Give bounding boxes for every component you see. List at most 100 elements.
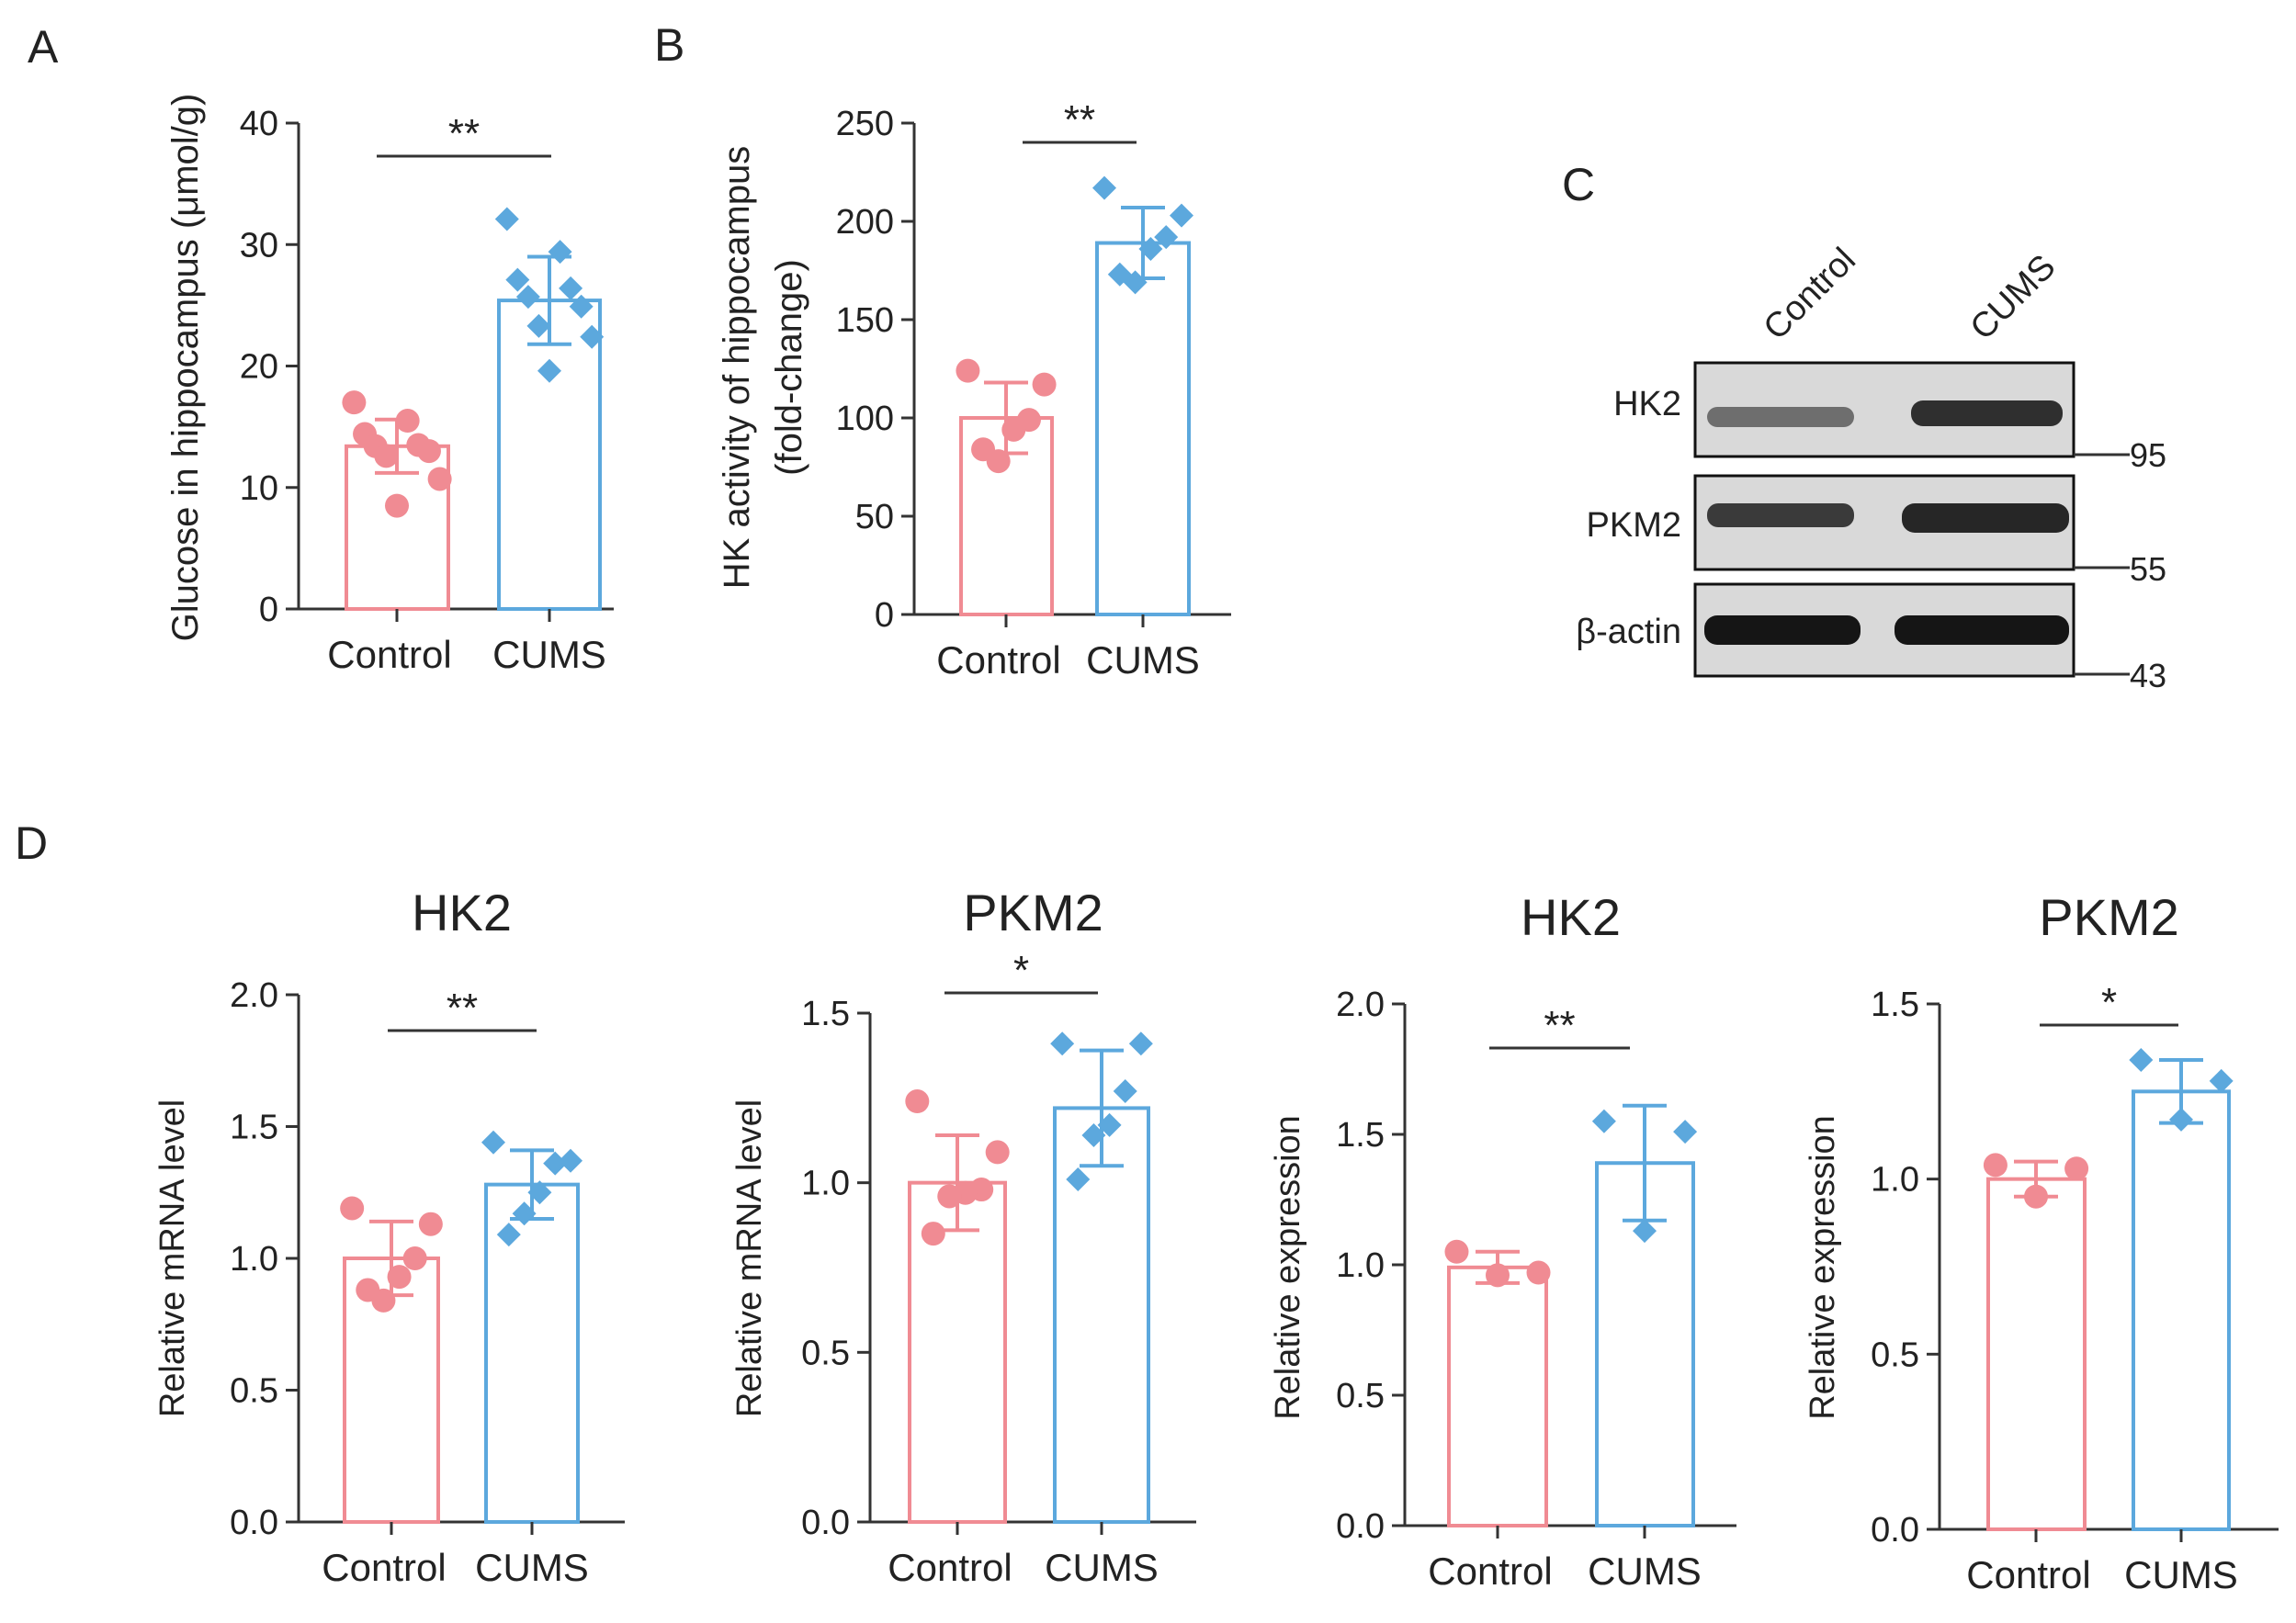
y-tick-label: 0.5 xyxy=(801,1334,850,1372)
data-point-cums xyxy=(1081,1122,1106,1147)
x-tick-label: Control xyxy=(322,1546,446,1589)
data-point-control xyxy=(1526,1260,1551,1285)
data-point-control xyxy=(385,493,409,518)
significance-marker: * xyxy=(2101,980,2117,1025)
y-axis-label: HK activity of hippocampus xyxy=(717,146,757,589)
data-point-cums xyxy=(559,276,583,300)
x-tick-label: CUMS xyxy=(1588,1550,1702,1593)
data-point-cums xyxy=(1113,1078,1137,1103)
data-point-cums xyxy=(2129,1048,2154,1073)
blot-band-cums xyxy=(1911,400,2063,426)
data-point-control xyxy=(2064,1156,2089,1181)
data-point-control xyxy=(985,1140,1010,1165)
bar-cums xyxy=(497,299,602,611)
data-point-control xyxy=(418,1212,443,1236)
chart-panel-d-hk2-mrna: HK2 Relative mRNA level 0.0 0.5 1.0 1.5 2.0 Con… xyxy=(153,884,625,1589)
bar-cums xyxy=(484,1182,580,1524)
data-point-cums xyxy=(1633,1219,1657,1244)
y-tick-label: 1.5 xyxy=(1871,986,1919,1024)
blot-band-control xyxy=(1707,407,1854,427)
y-axis-label: Relative expression xyxy=(1804,1115,1842,1420)
panel-label-b: B xyxy=(654,19,684,71)
y-tick-label: 20 xyxy=(240,348,278,387)
y-tick-label: 1.5 xyxy=(230,1109,278,1147)
y-tick-label: 2.0 xyxy=(1336,986,1385,1024)
data-point-control xyxy=(905,1089,930,1114)
chart-panel-b: HK activity of hippocampus (fold-change) 0… xyxy=(717,97,1231,682)
chart-title: HK2 xyxy=(412,884,512,941)
bar-cums xyxy=(1053,1106,1150,1524)
data-point-cums xyxy=(1050,1031,1075,1056)
blot-band-control xyxy=(1704,615,1861,645)
data-point-control xyxy=(342,390,367,415)
blot-row-pkm2: PKM2 55 xyxy=(1587,474,2166,588)
blot-lane-label-cums: CUMS xyxy=(1963,248,2064,348)
y-tick-label: 10 xyxy=(240,469,278,508)
blot-row-label: HK2 xyxy=(1613,385,1681,423)
y-tick-label: 1.0 xyxy=(230,1240,278,1279)
y-tick-label: 1.0 xyxy=(801,1165,850,1203)
panel-label-d: D xyxy=(15,817,48,869)
y-tick-label: 0 xyxy=(259,591,278,629)
data-point-control xyxy=(1486,1263,1510,1288)
data-point-cums xyxy=(1107,262,1132,287)
data-point-control xyxy=(340,1196,365,1221)
data-point-control xyxy=(937,1184,962,1209)
data-point-cums xyxy=(537,358,561,383)
y-tick-label: 50 xyxy=(855,498,894,536)
significance-marker: ** xyxy=(1064,97,1095,142)
x-tick-label: Control xyxy=(327,633,451,676)
data-point-control xyxy=(1032,372,1057,397)
y-axis-label: Glucose in hippocampus (μmol/g) xyxy=(165,94,206,642)
data-point-cums xyxy=(505,267,530,292)
x-tick-label: CUMS xyxy=(492,633,606,676)
significance-marker: * xyxy=(1013,948,1029,993)
y-tick-label: 30 xyxy=(240,226,278,265)
mw-marker-label: 95 xyxy=(2130,436,2166,474)
y-tick-label: 1.5 xyxy=(801,995,850,1033)
data-point-cums xyxy=(2169,1107,2193,1132)
y-tick-label: 0.0 xyxy=(1871,1511,1919,1550)
blot-band-control xyxy=(1707,503,1854,527)
blot-row-label: PKM2 xyxy=(1587,506,1681,545)
x-tick-label: Control xyxy=(888,1546,1012,1589)
bar-cums xyxy=(1095,241,1191,616)
chart-panel-d-pkm2-mrna: PKM2 Relative mRNA level 0.0 0.5 1.0 1.5 Contr… xyxy=(730,884,1196,1589)
y-tick-label: 2.0 xyxy=(230,976,278,1015)
y-tick-label: 40 xyxy=(240,105,278,143)
chart-title: HK2 xyxy=(1521,888,1621,946)
blot-row-label: β-actin xyxy=(1576,613,1681,651)
data-point-control xyxy=(387,1265,412,1290)
blot-lane-label-control: Control xyxy=(1757,241,1863,347)
data-point-cums xyxy=(527,1180,552,1205)
data-point-cums xyxy=(494,207,519,231)
y-axis-label: Relative mRNA level xyxy=(153,1099,192,1417)
bar-control xyxy=(1986,1177,2087,1531)
chart-panel-a: Glucose in hippocampus (μmol/g) 0 10 20 30 40… xyxy=(165,94,614,676)
data-point-control xyxy=(356,1278,380,1302)
y-tick-label: 0.5 xyxy=(230,1372,278,1411)
data-point-control xyxy=(416,439,441,464)
data-point-cums xyxy=(1138,236,1163,261)
significance-marker: ** xyxy=(448,111,480,156)
data-point-cums xyxy=(1170,203,1193,228)
data-point-cums xyxy=(1097,1112,1122,1137)
y-tick-label: 1.0 xyxy=(1871,1161,1919,1200)
data-point-cums xyxy=(526,313,551,338)
data-point-control xyxy=(1983,1153,2008,1178)
y-tick-label: 250 xyxy=(836,105,894,143)
data-point-control xyxy=(2024,1184,2048,1209)
y-tick-label: 0 xyxy=(875,596,894,635)
mw-marker-label: 43 xyxy=(2130,657,2166,694)
data-point-cums xyxy=(580,324,605,349)
data-point-cums xyxy=(1066,1167,1091,1191)
x-tick-label: Control xyxy=(1428,1550,1552,1593)
y-axis-label: Relative mRNA level xyxy=(730,1099,769,1417)
blot-band-cums xyxy=(1894,615,2069,645)
data-point-cums xyxy=(559,1148,582,1173)
chart-panel-d-pkm2-protein: PKM2 Relative expression 0.0 0.5 1.0 1.5 Contr… xyxy=(1804,888,2279,1596)
y-tick-label: 0.5 xyxy=(1871,1336,1919,1374)
data-point-control xyxy=(374,444,399,468)
y-tick-label: 0.0 xyxy=(230,1504,278,1542)
y-tick-label: 150 xyxy=(836,301,894,340)
